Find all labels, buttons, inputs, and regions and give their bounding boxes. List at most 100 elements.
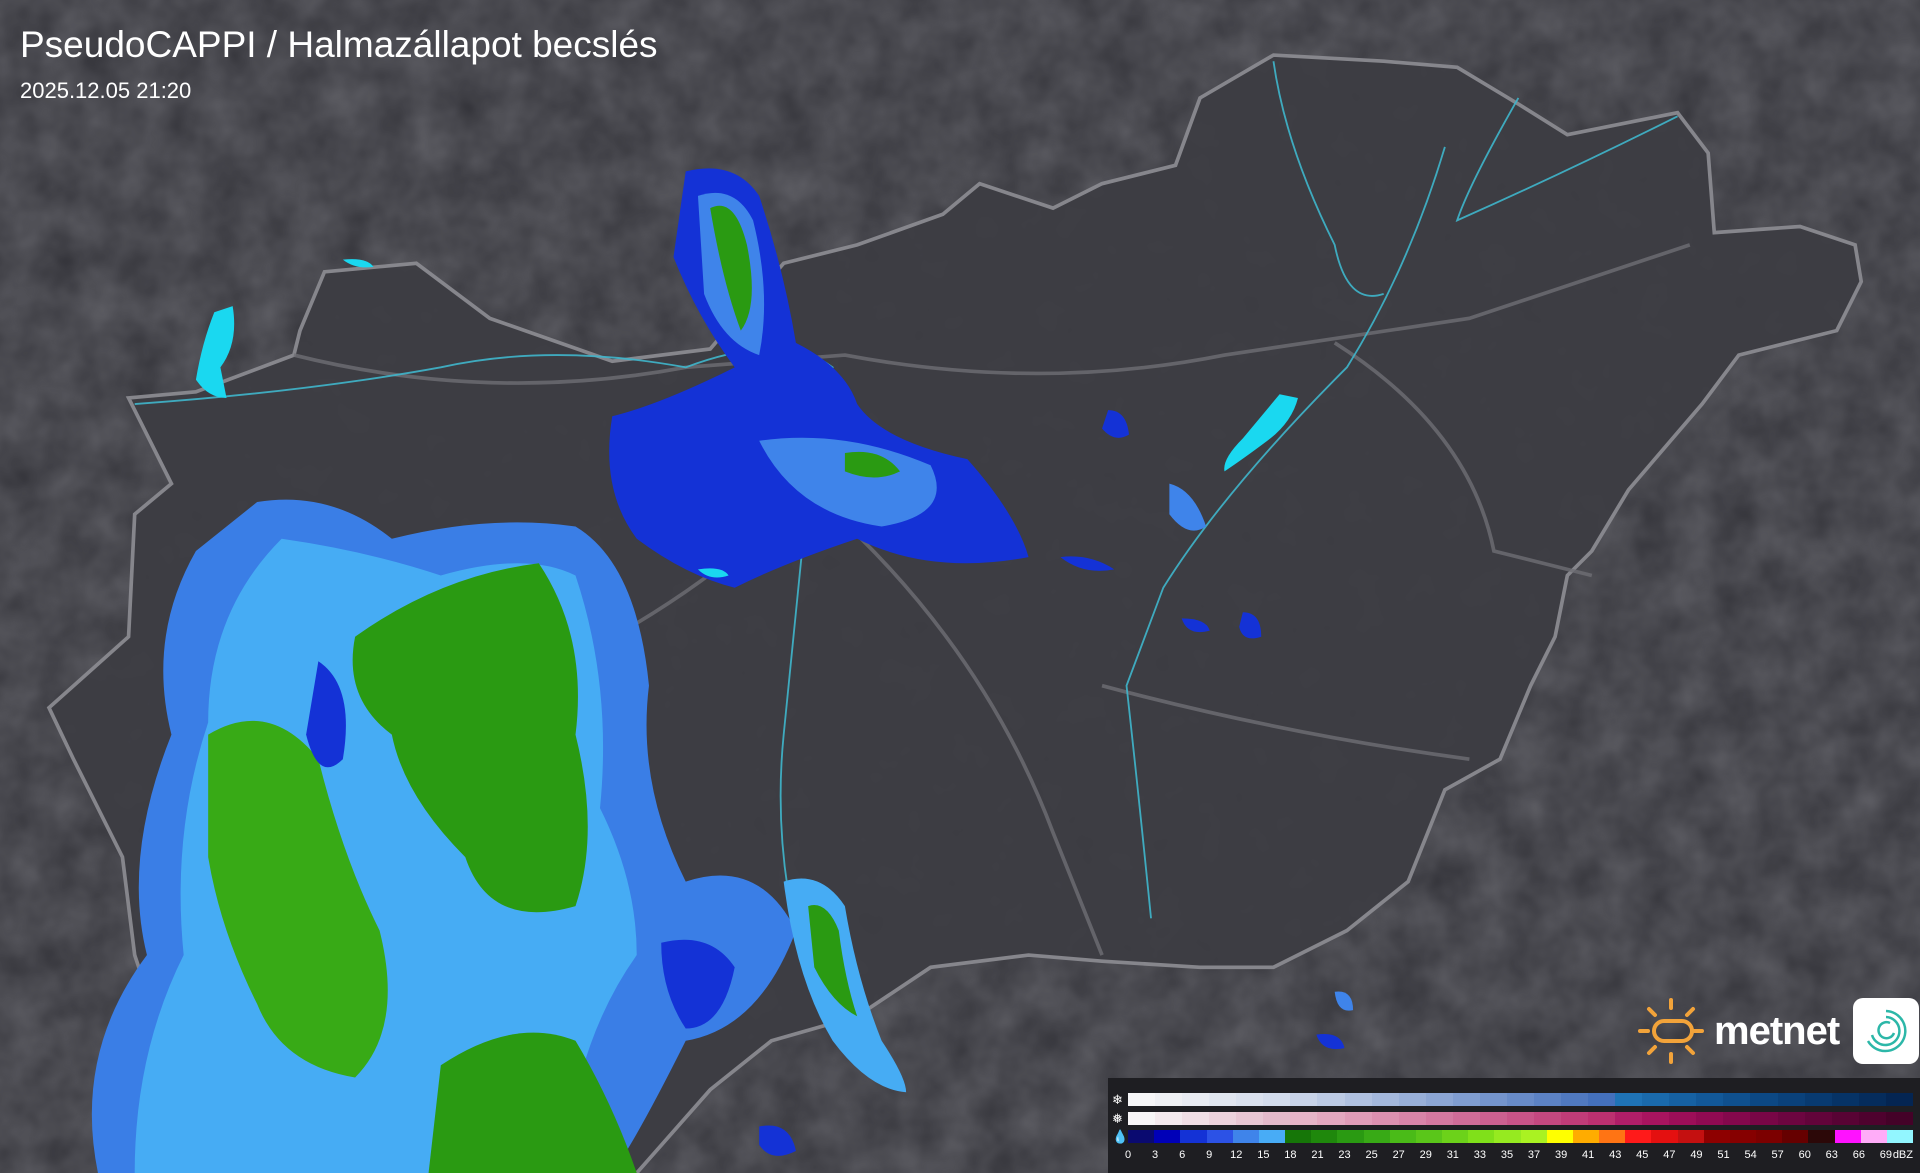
legend-swatch [1561,1093,1589,1106]
legend-tick-label: 37 [1527,1149,1541,1161]
legend-swatch [1206,1130,1233,1143]
legend-swatch [1642,1093,1670,1106]
legend-swatch [1182,1093,1210,1106]
raindrop-icon: 💧 [1112,1129,1129,1144]
legend-swatch [1236,1112,1264,1125]
legend-tick-label: 41 [1582,1149,1595,1161]
legend-swatch [1703,1130,1730,1143]
legend-swatch [1317,1093,1345,1106]
legend-swatch [1831,1093,1859,1106]
legend-tick-label: 47 [1663,1149,1676,1161]
legend-swatch [1782,1130,1809,1143]
map-title: PseudoCAPPI / Halmazállapot becslés [20,24,658,65]
legend-swatch [1263,1112,1291,1125]
legend-tick-label: 3 [1152,1149,1159,1161]
legend-swatch [1777,1112,1805,1125]
legend-swatch [1625,1130,1652,1143]
legend-swatch [1858,1093,1886,1106]
legend-swatch [1415,1130,1443,1143]
dbz-legend: ❄ ❅ 💧 0 3 6 9 12 15 18 21 23 25 27 29 31 33 35 37 39 41 43… [1108,1078,1920,1173]
legend-swatch [1723,1112,1751,1125]
legend-tick-label: 23 [1338,1149,1351,1161]
legend-tick-label: 0 [1124,1149,1132,1161]
legend-tick-label: 35 [1500,1149,1514,1161]
legend-swatch [1677,1130,1704,1143]
legend-swatch [1506,1093,1534,1106]
legend-tick-label: 63 [1825,1149,1838,1161]
legend-swatch [1337,1130,1364,1143]
legend-tick-label: 51 [1717,1149,1730,1161]
legend-swatch [1834,1130,1861,1143]
legend-swatch [1209,1093,1237,1106]
legend-swatch [1756,1130,1783,1143]
swirl-icon [1853,998,1920,1064]
legend-swatch [1831,1112,1859,1125]
lake-neusiedl [195,306,235,398]
legend-swatch [1669,1112,1697,1125]
legend-swatch [1128,1093,1156,1106]
legend-swatch [1344,1112,1372,1125]
legend-tick-label: 27 [1392,1149,1405,1161]
legend-swatch [1479,1112,1507,1125]
legend-tick-label: 49 [1690,1149,1703,1161]
legend-tick-label: 12 [1230,1149,1243,1161]
legend-tick-label: 39 [1554,1149,1568,1161]
legend-swatch [1642,1112,1670,1125]
legend-swatch [1155,1112,1183,1125]
timestamp: 2025.12.05 21:20 [20,78,192,103]
sleet-icon: ❅ [1112,1111,1123,1126]
legend-tick-label: 9 [1206,1149,1213,1161]
legend-swatch [1155,1093,1183,1106]
legend-swatch [1777,1093,1805,1106]
legend-swatch [1128,1130,1155,1143]
legend-swatch [1696,1093,1724,1106]
legend-swatch [1371,1093,1399,1106]
legend-swatch [1311,1130,1338,1143]
legend-swatch [1886,1130,1914,1143]
legend-tick-label: 29 [1419,1149,1432,1161]
legend-swatch [1750,1093,1778,1106]
legend-swatch [1398,1112,1426,1125]
legend-swatch [1506,1112,1534,1125]
brand-name: metnet [1714,1008,1840,1053]
legend-swatch [1128,1112,1156,1125]
snowflake-icon: ❄ [1112,1092,1123,1107]
legend-tick-label: 54 [1744,1149,1757,1161]
legend-tick-label: 60 [1798,1149,1811,1161]
legend-swatch [1398,1093,1426,1106]
legend-unit: dBZ [1892,1149,1913,1161]
legend-swatch [1729,1130,1757,1143]
legend-swatch [1232,1130,1259,1143]
legend-swatch [1363,1130,1390,1143]
legend-swatch [1285,1130,1312,1143]
legend-swatch [1723,1093,1751,1106]
legend-swatch [1860,1130,1887,1143]
legend-swatch [1468,1130,1495,1143]
legend-swatch [1154,1130,1181,1143]
legend-tick-label: 43 [1609,1149,1622,1161]
legend-swatch [1696,1112,1724,1125]
legend-swatch [1209,1112,1237,1125]
legend-swatch [1479,1093,1507,1106]
legend-swatch [1750,1112,1778,1125]
legend-tick-label: 25 [1365,1149,1378,1161]
legend-tick-label: 69 [1879,1149,1893,1161]
legend-swatch [1236,1093,1264,1106]
legend-swatch [1425,1093,1453,1106]
legend-swatch [1290,1112,1318,1125]
legend-swatch [1442,1130,1469,1143]
legend-swatch [1561,1112,1589,1125]
legend-swatch [1425,1112,1453,1125]
legend-swatch [1182,1112,1210,1125]
legend-swatch [1885,1093,1913,1106]
legend-swatch [1546,1130,1573,1143]
legend-swatch [1371,1112,1399,1125]
legend-swatch [1588,1093,1616,1106]
sun-logo-icon [1638,998,1704,1064]
legend-swatch [1858,1112,1886,1125]
legend-swatch [1389,1130,1416,1143]
legend-swatch [1572,1130,1600,1143]
legend-swatch [1615,1093,1643,1106]
legend-swatch [1885,1112,1913,1125]
